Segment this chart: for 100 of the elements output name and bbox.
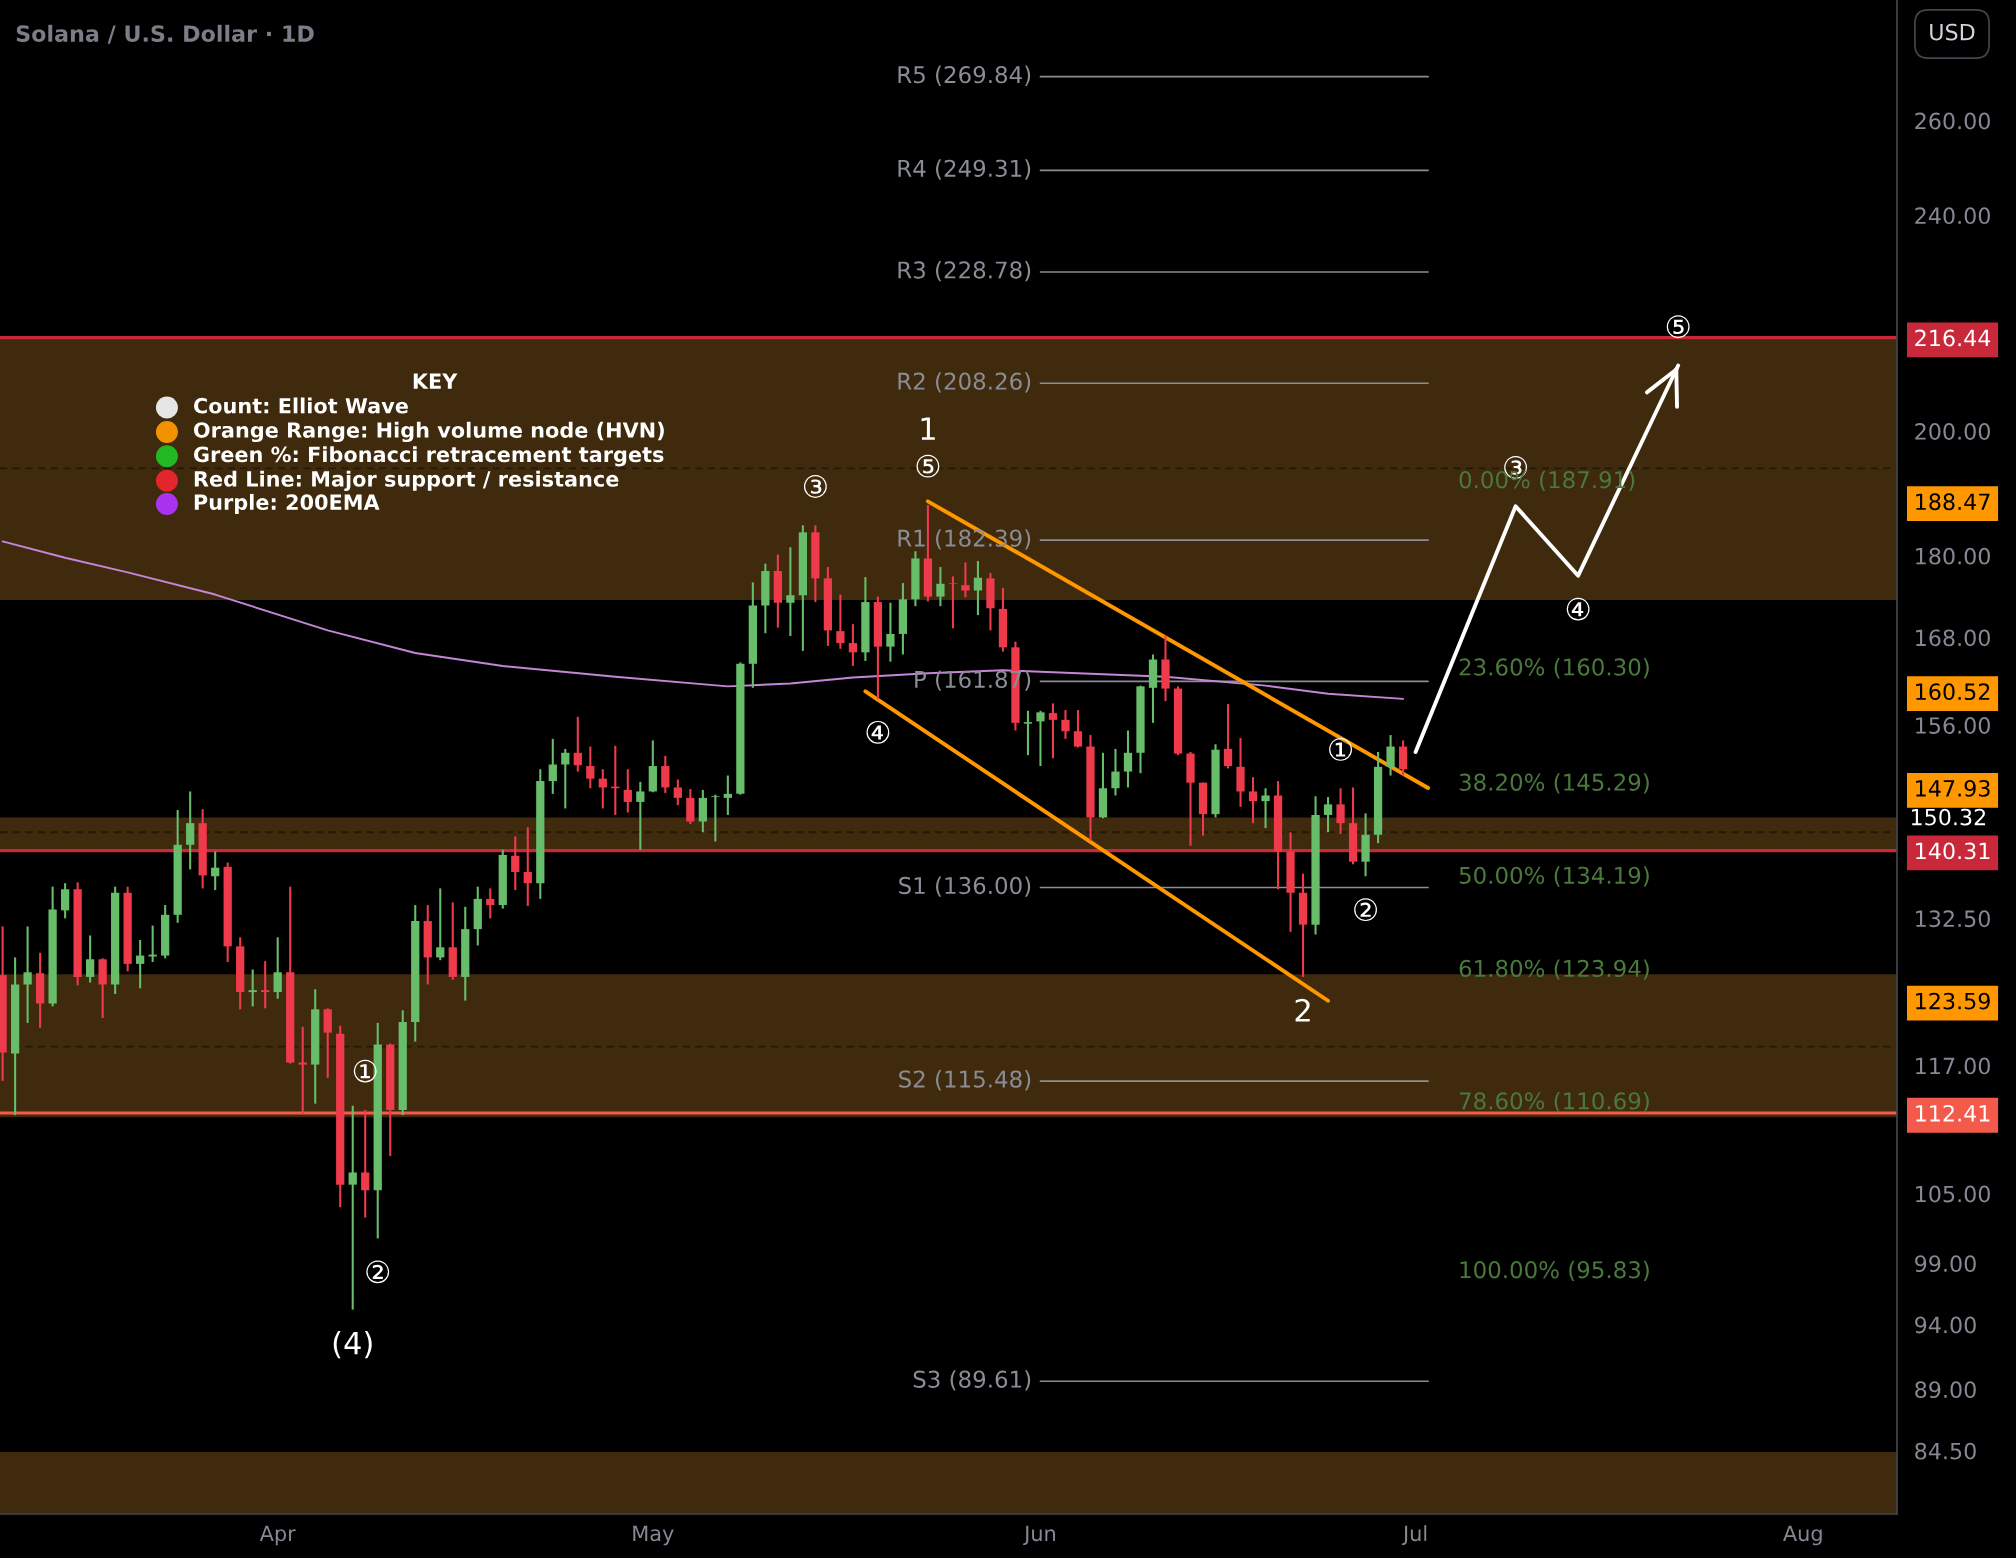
candlestick	[948, 575, 958, 630]
candlestick	[973, 560, 983, 617]
annotation: ④	[1566, 597, 1590, 621]
annotation: Count: Elliot Wave	[193, 397, 408, 414]
candlestick	[636, 780, 645, 851]
y-tick-label: 105.00	[1916, 1185, 1990, 1203]
y-tick-label: 180.00	[1916, 547, 1990, 565]
annotation: ②	[1354, 898, 1377, 922]
y-tick-label: 99.00	[1915, 1255, 1976, 1273]
candlestick	[1073, 709, 1083, 749]
candlestick	[348, 1104, 357, 1311]
y-tick-label: 132.50	[1916, 910, 1990, 928]
y-tick-label: 147.93	[1916, 779, 1990, 797]
candlestick	[586, 745, 595, 790]
y-tick-label: 156.00	[1916, 717, 1990, 734]
y-tick-label: 160.52	[1916, 683, 1990, 701]
annotation: KEY	[413, 373, 458, 389]
data-label: S3 (89.61)	[913, 1370, 1031, 1391]
candlestick	[1398, 739, 1408, 777]
annotation: ②	[366, 1260, 390, 1284]
text: 150.32	[1911, 808, 1986, 826]
annotation: ①	[1329, 738, 1352, 761]
y-tick-label: 216.44	[1915, 329, 1991, 347]
candlestick	[1248, 776, 1258, 825]
candlestick	[1048, 702, 1058, 760]
annotation: ⑤	[1666, 315, 1690, 339]
annotation: Orange Range: High volume node (HVN)	[193, 421, 664, 443]
data-label: R5 (269.84)	[898, 65, 1031, 87]
candlestick	[686, 788, 695, 826]
data-label: R3 (228.78)	[898, 260, 1031, 282]
candlestick	[886, 601, 895, 663]
candlestick	[136, 938, 145, 990]
x-tick-label: Jul	[1401, 1525, 1427, 1546]
candlestick	[186, 790, 195, 871]
annotation: ⑤	[916, 454, 940, 478]
candlestick	[661, 754, 670, 795]
candlestick	[723, 774, 732, 816]
y-tick-label: 123.59	[1916, 992, 1990, 1010]
y-tick-label: 188.47	[1916, 493, 1990, 511]
y-tick-label: 112.41	[1916, 1104, 1990, 1122]
y-tick-label: 117.00	[1916, 1057, 1990, 1075]
candlestick	[261, 960, 270, 1010]
candlestick	[623, 768, 632, 814]
candlestick	[1323, 796, 1333, 834]
annotation: ③	[803, 475, 827, 498]
candlestick	[323, 1007, 332, 1079]
x-tick-label: Apr	[259, 1525, 296, 1546]
candlestick	[211, 850, 220, 892]
candlestick	[836, 593, 845, 650]
x-tick-label: Aug	[1783, 1525, 1822, 1546]
x-tick-label: May	[633, 1525, 674, 1546]
y-axis-title: USD	[1930, 23, 1975, 41]
candlestick	[961, 561, 970, 599]
candlestick	[523, 826, 532, 907]
annotation: ④	[866, 720, 890, 744]
candlestick	[486, 887, 495, 920]
candlestick	[61, 882, 70, 920]
candlestick	[273, 936, 282, 1000]
line-series	[1413, 363, 1681, 754]
candlestick	[511, 835, 520, 892]
candlestick	[86, 934, 95, 984]
candlestick	[248, 968, 257, 1008]
y-tick-label: 84.50	[1915, 1442, 1976, 1460]
candlestick	[673, 778, 682, 807]
candlestick	[1036, 709, 1045, 768]
candlestick	[1223, 703, 1233, 770]
candlestick	[361, 1108, 370, 1219]
data-label: R4 (249.31)	[898, 159, 1031, 180]
y-tick-label: 240.00	[1915, 207, 1990, 225]
data-label: S1 (136.00)	[899, 876, 1031, 897]
annotation: 23.60% (160.30)	[1459, 657, 1649, 679]
candlestick	[936, 565, 945, 608]
annotation: 100.00% (95.83)	[1460, 1260, 1649, 1282]
candlestick	[561, 747, 570, 810]
y-tick-label: 260.00	[1915, 112, 1990, 130]
annotation: 61.80% (123.94)	[1459, 959, 1649, 980]
y-tick-label: 200.00	[1915, 423, 1990, 440]
annotation: 38.20% (145.29)	[1459, 773, 1649, 794]
annotation: 50.00% (134.19)	[1459, 866, 1649, 887]
annotation: Green %: Fibonacci retracement targets	[193, 446, 664, 467]
annotation: (4)	[333, 1330, 372, 1359]
candlestick	[848, 623, 858, 668]
candlestick	[698, 788, 707, 834]
candlestick	[1061, 709, 1070, 740]
data-label: S2 (115.48)	[899, 1070, 1031, 1091]
annotation: 2	[1295, 998, 1310, 1022]
candlestick	[298, 1025, 307, 1116]
candlestick	[786, 546, 795, 638]
annotation: 1	[921, 417, 935, 440]
y-tick-label: 94.00	[1915, 1316, 1976, 1334]
candlestick	[1023, 709, 1033, 757]
y-tick-label: 89.00	[1915, 1381, 1976, 1399]
candlestick	[1336, 787, 1345, 835]
annotation: Red Line: Major support / resistance	[194, 470, 619, 492]
annotation: Purple: 200EMA	[194, 493, 380, 515]
data-label: R2 (208.26)	[898, 372, 1031, 393]
candlestick	[573, 715, 582, 773]
text: Solana / U.S. Dollar · 1D	[16, 24, 314, 44]
candlestick	[1261, 787, 1270, 830]
candlestick	[23, 925, 32, 1024]
